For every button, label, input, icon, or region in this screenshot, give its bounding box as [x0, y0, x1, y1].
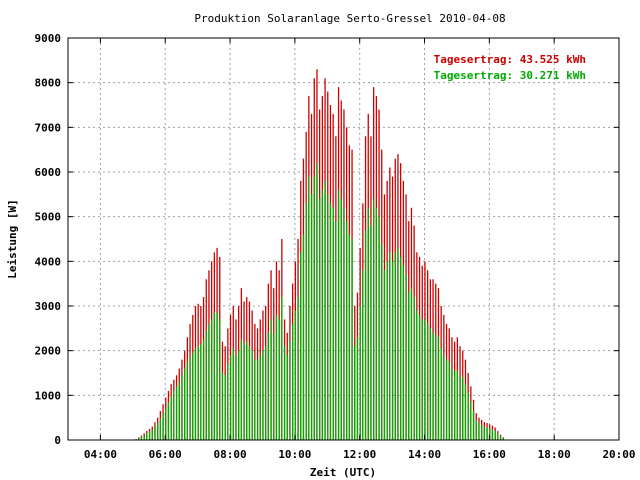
x-tick-label: 20:00	[602, 448, 635, 461]
x-tick-label: 12:00	[343, 448, 376, 461]
legend: Tagesertrag: 43.525 kWh Tagesertrag: 30.2…	[434, 53, 586, 82]
y-tick-label: 7000	[35, 121, 62, 134]
y-tick-label: 5000	[35, 211, 62, 224]
x-tick-label: 08:00	[213, 448, 246, 461]
x-axis-label: Zeit (UTC)	[310, 466, 376, 479]
y-tick-label: 1000	[35, 389, 62, 402]
y-tick-label: 3000	[35, 300, 62, 313]
y-tick-label: 2000	[35, 345, 62, 358]
legend-entry: Tagesertrag: 43.525 kWh	[434, 53, 586, 66]
plot-area-border	[67, 37, 620, 441]
x-tick-label: 04:00	[84, 448, 117, 461]
bar-series	[135, 69, 504, 440]
x-axis-ticks: 04:00 06:00 08:00 10:00 12:00 14:00 16:00 18:00…	[84, 38, 636, 461]
chart-title: Produktion Solaranlage Serto-Gressel 201…	[194, 12, 505, 25]
y-tick-label: 6000	[35, 166, 62, 179]
y-axis-ticks: 0 1000 2000 3000 4000 5000 6000 7000 8000 9000	[35, 32, 619, 447]
x-tick-label: 10:00	[278, 448, 311, 461]
legend-entry: Tagesertrag: 30.271 kWh	[434, 69, 586, 82]
x-tick-label: 14:00	[408, 448, 441, 461]
y-axis-label: Leistung [W]	[6, 199, 19, 278]
x-tick-label: 18:00	[538, 448, 571, 461]
y-tick-label: 9000	[35, 32, 62, 45]
y-tick-label: 8000	[35, 77, 62, 90]
y-tick-label: 0	[54, 434, 61, 447]
x-tick-label: 16:00	[473, 448, 506, 461]
x-tick-label: 06:00	[149, 448, 182, 461]
y-tick-label: 4000	[35, 255, 62, 268]
